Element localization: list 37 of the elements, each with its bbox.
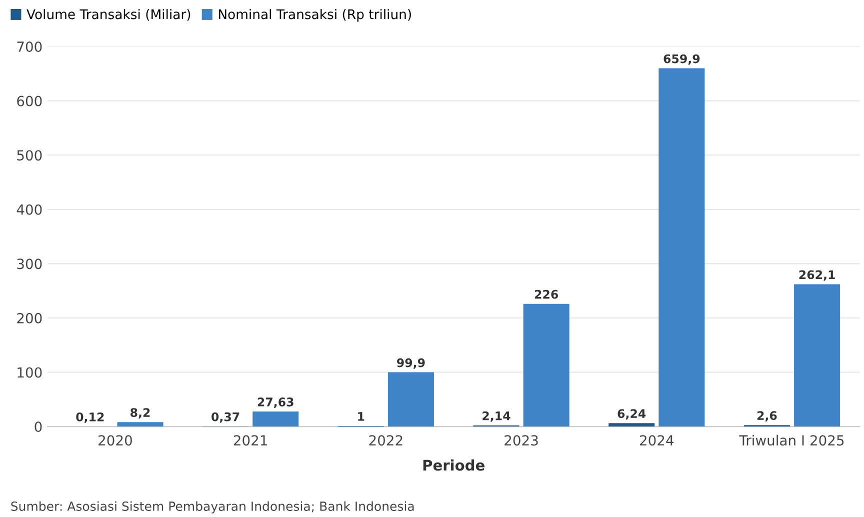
bar — [117, 422, 164, 427]
x-tick-label: 2021 — [234, 435, 267, 446]
data-label: 0,37 — [212, 412, 240, 423]
bar — [252, 412, 299, 427]
legend-label: Nominal Transaksi (Rp triliun) — [218, 9, 411, 22]
bar — [388, 372, 434, 427]
text: Sumber: Asosiasi Sistem Pembayaran Indonesia; Bank Indonesia — [11, 501, 414, 514]
data-label: 226 — [534, 290, 558, 299]
data-label: 27,63 — [258, 398, 294, 408]
bar — [794, 284, 840, 427]
y-tick-label: 100 — [18, 367, 42, 378]
bar — [523, 304, 570, 427]
data-label: 6,24 — [618, 409, 646, 420]
y-tick-label: 600 — [17, 96, 42, 106]
x-tick-label: 2024 — [640, 435, 674, 446]
bar — [658, 68, 705, 427]
data-label: 659,9 — [664, 54, 700, 65]
data-label: 8,2 — [130, 408, 150, 419]
x-tick-label: 2020 — [98, 435, 132, 446]
y-tick-label: 300 — [17, 258, 42, 270]
y-tick-label: 500 — [17, 150, 42, 161]
bar — [608, 423, 655, 427]
data-label: 1 — [358, 412, 364, 421]
y-tick-label: 400 — [16, 204, 42, 215]
data-label: 2,6 — [757, 411, 777, 422]
y-tick-label: 0 — [34, 421, 42, 432]
x-axis-title: Periode — [423, 459, 484, 471]
x-tick-label: 2023 — [504, 435, 538, 446]
data-label: 99,9 — [397, 358, 425, 369]
legend-label: Volume Transaksi (Miliar) — [26, 9, 190, 21]
y-tick-label: 200 — [17, 312, 42, 324]
y-tick-label: 700 — [17, 42, 42, 52]
data-label: 2,14 — [482, 411, 510, 422]
x-tick-label: 2022 — [369, 435, 402, 446]
data-label: 262,1 — [799, 270, 835, 281]
data-label: 0,12 — [76, 412, 104, 423]
x-tick-label: Triwulan I 2025 — [739, 434, 844, 446]
